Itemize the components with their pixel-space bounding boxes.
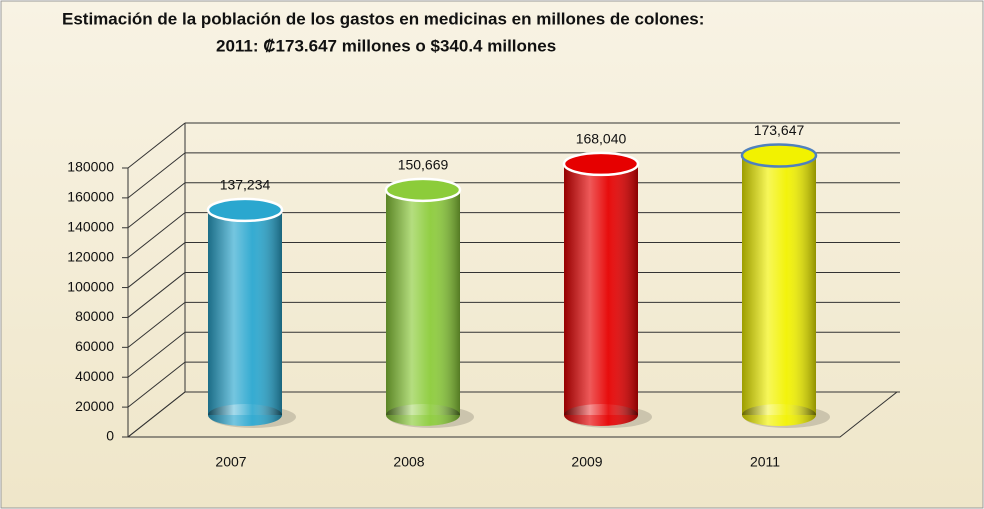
grid-line xyxy=(127,182,186,229)
grid-line xyxy=(127,152,186,199)
x-tick-label: 2009 xyxy=(571,454,602,470)
y-tick-label: 180000 xyxy=(67,159,114,175)
bar-top xyxy=(562,151,640,177)
x-tick-label: 2008 xyxy=(393,454,424,470)
y-tick-label: 160000 xyxy=(67,189,114,205)
grid-line xyxy=(127,122,186,169)
x-tick-label: 2007 xyxy=(215,454,246,470)
value-label: 173,647 xyxy=(754,122,805,138)
y-tick-label: 100000 xyxy=(67,278,114,294)
y-tick-label: 0 xyxy=(106,428,114,444)
grid-line xyxy=(127,331,186,378)
bar-top xyxy=(740,143,818,168)
bar-shade xyxy=(742,155,816,415)
y-tick-label: 120000 xyxy=(67,248,114,264)
value-label: 168,040 xyxy=(576,131,627,147)
bar-shade xyxy=(208,209,282,415)
grid-line xyxy=(127,391,186,438)
y-tick-label: 140000 xyxy=(67,218,114,234)
chart-title: Estimación de la población de los gastos… xyxy=(62,9,704,28)
value-label: 150,669 xyxy=(398,157,449,173)
x-tick-label: 2011 xyxy=(750,454,780,470)
grid-line xyxy=(127,242,186,288)
y-tick-label: 20000 xyxy=(75,398,114,414)
grid-line xyxy=(127,361,186,408)
y-tick-label: 80000 xyxy=(75,308,114,324)
bar-shade xyxy=(386,189,460,415)
chart-subtitle: 2011: ₡173.647 millones o $340.4 millone… xyxy=(216,36,556,55)
value-label: 137,234 xyxy=(220,177,271,193)
y-tick-label: 40000 xyxy=(75,368,114,384)
y-tick-label: 60000 xyxy=(75,338,114,354)
grid-line xyxy=(127,272,186,318)
bar-top xyxy=(206,197,284,223)
bar-top xyxy=(384,177,462,203)
bar-shade xyxy=(564,163,638,415)
grid-line xyxy=(127,301,186,348)
grid-line xyxy=(127,212,186,259)
